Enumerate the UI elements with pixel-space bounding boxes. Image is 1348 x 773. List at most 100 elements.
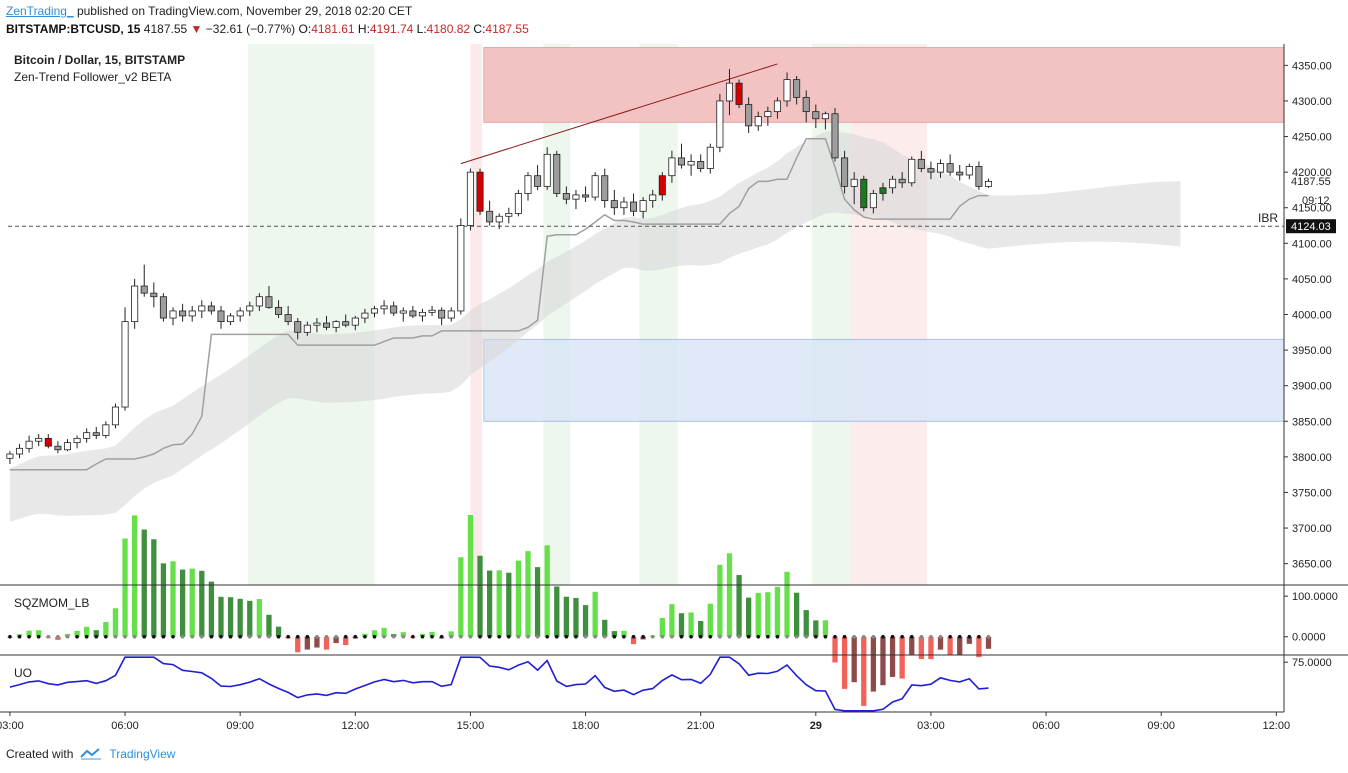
candle-body: [179, 310, 187, 317]
candle-body: [812, 111, 820, 120]
squeeze-dot: [516, 634, 521, 639]
candle: [25, 435, 33, 453]
squeeze-dot: [967, 634, 972, 639]
y-tick-label: 4200.00: [1292, 167, 1332, 179]
squeeze-dot: [171, 634, 175, 639]
momentum-bar: [832, 636, 838, 663]
candle-body: [821, 113, 829, 120]
candle: [860, 175, 868, 212]
uo-pane: [9, 656, 989, 712]
candle-body: [92, 432, 100, 436]
momentum-bar: [765, 592, 771, 637]
candle-body: [486, 210, 494, 223]
squeeze-dot: [142, 634, 147, 639]
candle: [380, 300, 388, 315]
candle-body: [677, 157, 686, 166]
candle: [159, 293, 167, 322]
uo-label: UO: [14, 666, 32, 680]
session-band: [247, 44, 375, 585]
mom-y-tick-label: 0.0000: [1292, 632, 1326, 644]
squeeze-dot: [545, 634, 549, 639]
last-price: 4187.55: [143, 22, 188, 36]
squeeze-dot: [775, 634, 780, 639]
y-tick-label: 3700.00: [1292, 523, 1332, 535]
down-arrow-icon: ▼: [190, 22, 203, 36]
candle: [610, 189, 618, 215]
published-text: published on TradingView.com, November 2…: [76, 4, 413, 18]
y-tick-label: 3950.00: [1292, 345, 1332, 357]
footer: Created with TradingView: [6, 747, 175, 761]
momentum-bar: [947, 636, 953, 655]
momentum-bar: [755, 592, 761, 637]
divergence-trendline: [460, 63, 778, 165]
candle: [773, 97, 781, 119]
squeeze-dot: [372, 634, 377, 639]
candle: [92, 426, 100, 440]
squeeze-dot: [238, 634, 242, 639]
squeeze-dot: [833, 634, 837, 639]
candle-body: [543, 153, 551, 187]
squeeze-dot: [199, 634, 204, 639]
tradingview-logo-icon: [80, 748, 102, 760]
momentum-bar: [746, 597, 752, 637]
candle: [543, 147, 551, 190]
y-tick-label: 4300.00: [1292, 96, 1332, 108]
candle-body: [965, 166, 973, 176]
momentum-bar: [630, 636, 637, 645]
candle-body: [572, 194, 580, 200]
squeeze-dot: [411, 634, 415, 639]
momentum-bar: [659, 617, 665, 637]
momentum-pane: [7, 515, 992, 706]
open-value: 4181.61: [311, 22, 355, 36]
candle-body: [246, 305, 254, 312]
momentum-bar: [563, 596, 570, 637]
candle: [323, 315, 331, 331]
candle: [351, 315, 359, 331]
candle: [802, 90, 810, 123]
momentum-bar: [132, 515, 138, 637]
tradingview-link[interactable]: TradingView: [109, 747, 176, 761]
candle-body: [582, 194, 590, 198]
low-value: 4180.82: [426, 22, 471, 36]
momentum-bar: [343, 636, 349, 646]
y-tick-label: 4150.00: [1292, 203, 1332, 215]
candle-body: [198, 305, 206, 312]
candle: [850, 172, 858, 205]
candle: [908, 156, 916, 187]
squeeze-dot: [929, 634, 933, 639]
candle-body: [495, 215, 503, 223]
candle-body: [236, 310, 244, 317]
candle-body: [639, 200, 647, 212]
created-with-text: Created with: [6, 747, 74, 761]
candle: [630, 193, 638, 217]
squeeze-dot: [852, 634, 856, 639]
momentum-bar: [937, 636, 944, 650]
candle: [255, 293, 263, 311]
squeeze-dot: [871, 634, 876, 639]
author-link[interactable]: ZenTrading_: [6, 4, 74, 18]
momentum-bar: [544, 545, 550, 637]
momentum-bar: [985, 636, 992, 649]
momentum-bar: [726, 553, 733, 637]
squeeze-dot: [228, 634, 233, 639]
candle: [754, 111, 762, 131]
squeeze-dot: [478, 634, 482, 639]
candle-body: [207, 305, 215, 312]
momentum-bar: [822, 620, 829, 637]
momentum-bar: [966, 636, 972, 644]
candle: [227, 313, 235, 326]
candle: [534, 165, 542, 190]
candle-body: [879, 187, 887, 194]
candle: [725, 68, 733, 116]
candle: [514, 189, 522, 217]
y-tick-label: 3850.00: [1292, 416, 1332, 428]
squeeze-dot: [257, 634, 262, 639]
candle: [812, 104, 820, 128]
squeeze-dot: [449, 634, 454, 639]
candle-body: [802, 96, 810, 113]
squeeze-dot: [276, 634, 281, 639]
squeeze-dot: [785, 634, 789, 639]
candle-body: [313, 322, 321, 326]
momentum-bar: [237, 598, 243, 637]
